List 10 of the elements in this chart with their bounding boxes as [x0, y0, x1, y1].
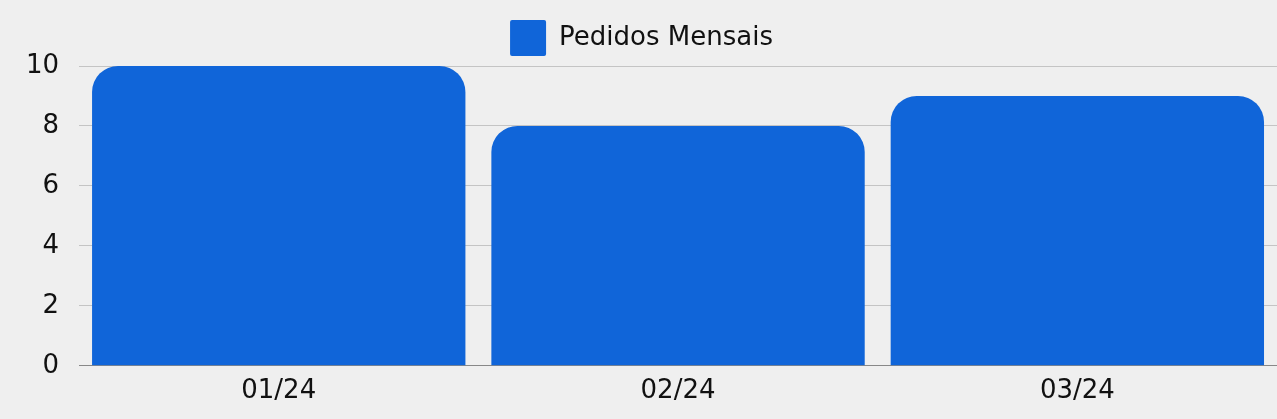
x-tick-label: 03/24 [1039, 374, 1115, 405]
y-tick-label: 8 [42, 108, 60, 139]
x-tick-label: 01/24 [241, 374, 317, 405]
y-tick-label: 4 [42, 228, 60, 259]
y-tick-label: 10 [25, 48, 60, 79]
y-tick-label: 2 [42, 288, 60, 319]
legend-label: Pedidos Mensais [559, 20, 773, 51]
y-tick-label: 6 [42, 168, 60, 199]
x-tick-label: 02/24 [640, 374, 716, 405]
y-tick-label: 0 [42, 348, 60, 379]
